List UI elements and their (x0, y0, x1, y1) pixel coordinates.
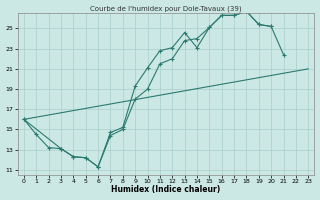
Title: Courbe de l'humidex pour Dole-Tavaux (39): Courbe de l'humidex pour Dole-Tavaux (39… (90, 6, 242, 12)
X-axis label: Humidex (Indice chaleur): Humidex (Indice chaleur) (111, 185, 221, 194)
